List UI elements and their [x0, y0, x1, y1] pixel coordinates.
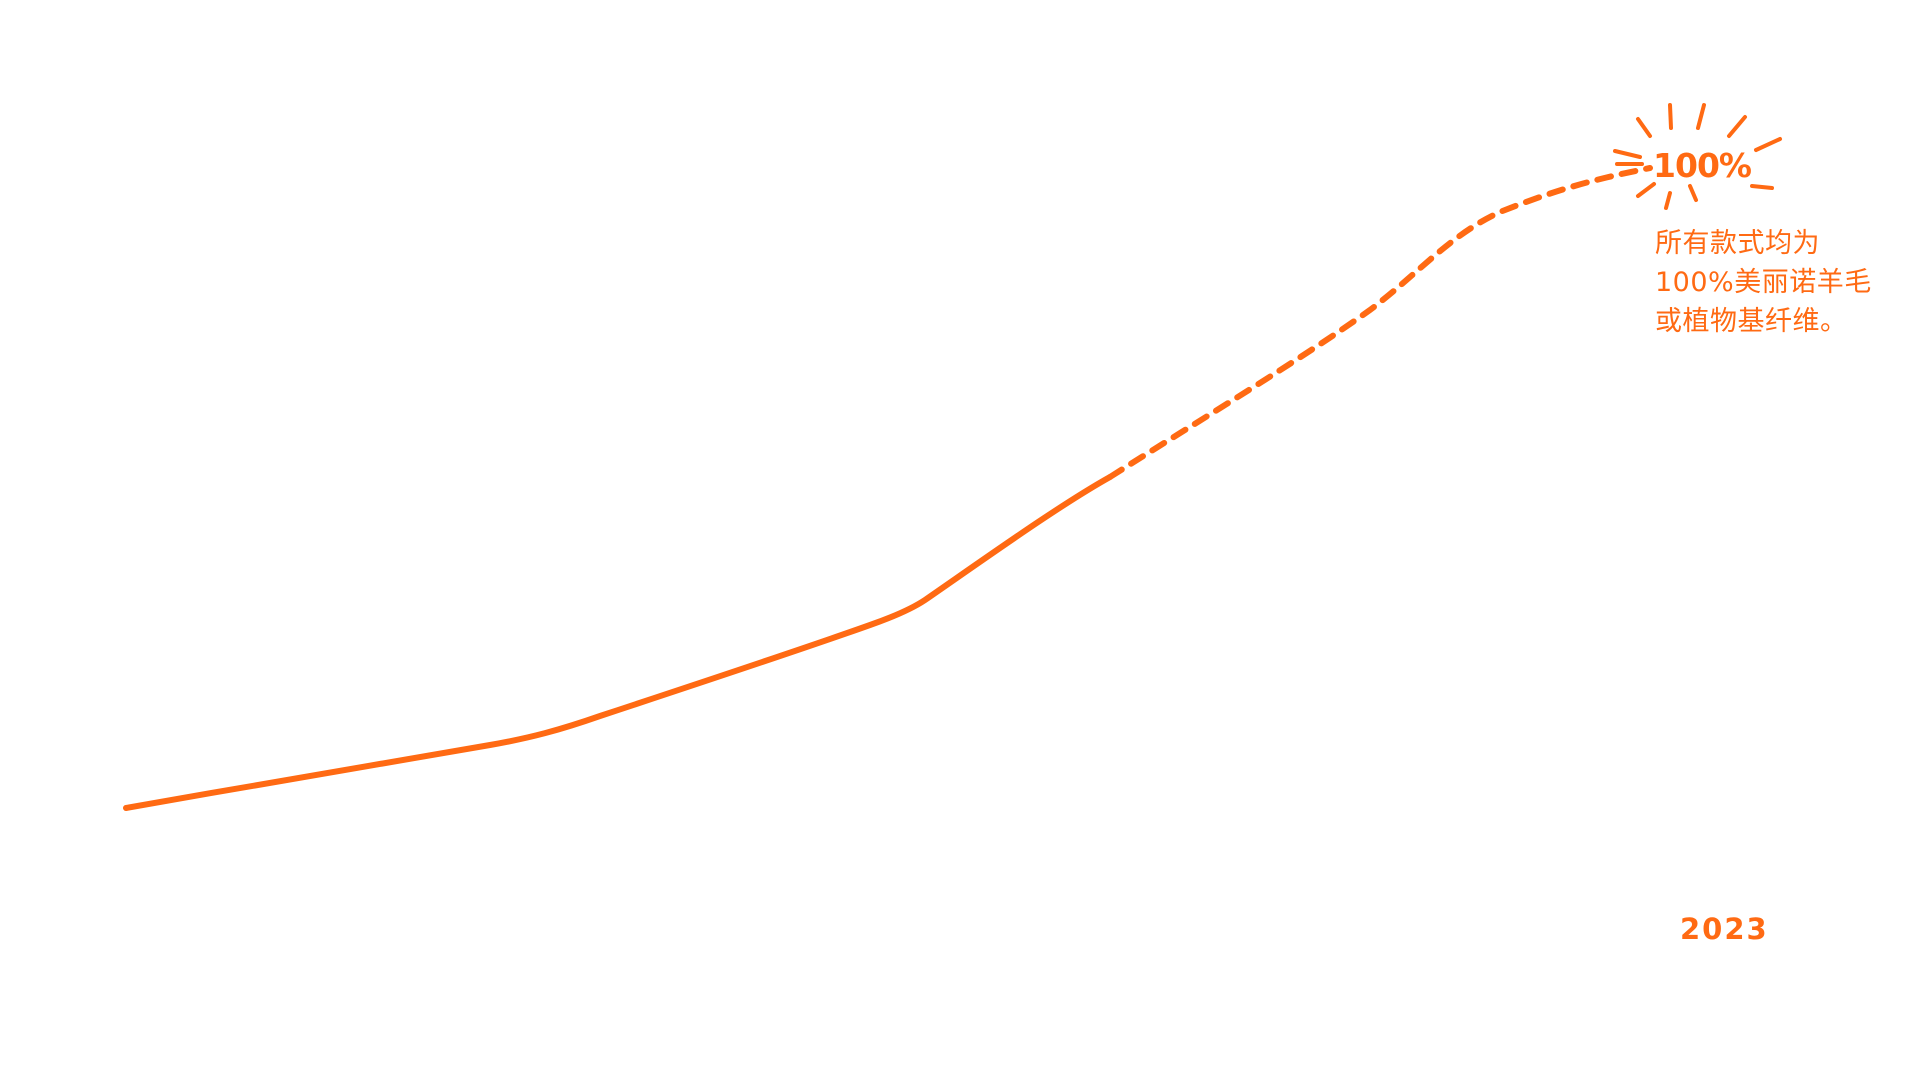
x-axis-end-label: 2023 — [1680, 912, 1769, 946]
peak-value-label: 100% — [1653, 146, 1752, 185]
burst-ray — [1636, 182, 1656, 198]
burst-ray — [1727, 115, 1747, 138]
annotation-line: 100%美丽诺羊毛 — [1655, 267, 1872, 298]
burst-ray — [1636, 117, 1652, 138]
annotation-line: 所有款式均为 — [1655, 228, 1820, 259]
burst-ray — [1668, 103, 1673, 130]
burst-ray — [1754, 137, 1782, 152]
series-line-dashed — [1107, 165, 1653, 480]
burst-ray — [1750, 184, 1774, 190]
annotation-line: 或植物基纤维。 — [1655, 306, 1848, 337]
burst-ray — [1613, 149, 1642, 159]
series-line-solid — [123, 474, 1113, 811]
burst-ray — [1688, 184, 1698, 202]
sunburst-icon — [1613, 103, 1782, 210]
burst-ray — [1664, 191, 1672, 210]
burst-ray — [1696, 103, 1706, 130]
annotation-text: 所有款式均为 100%美丽诺羊毛 或植物基纤维。 — [1655, 224, 1905, 341]
